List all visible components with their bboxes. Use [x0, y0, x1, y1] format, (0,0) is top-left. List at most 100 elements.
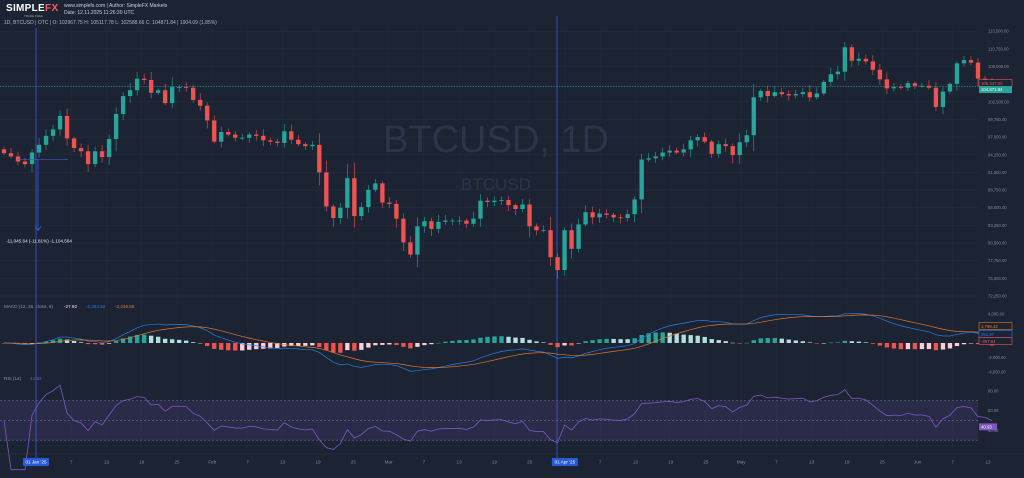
candle-body [450, 220, 455, 222]
macd-hist-value: -2,236.59 [115, 304, 135, 309]
watermark-symbol-small: BTCUSD [461, 175, 531, 194]
candle-body [758, 90, 763, 98]
rsi-current-tag [979, 423, 997, 431]
time-tick-label: 7 [423, 460, 426, 465]
time-marker-tag [551, 458, 578, 466]
candle-body [338, 207, 343, 219]
macd-histogram-bar [99, 343, 105, 345]
price-tick-label: 91,500.00 [988, 170, 1007, 175]
macd-histogram-bar [43, 341, 49, 343]
candle-body [36, 144, 42, 153]
candle-body [583, 212, 588, 225]
candle-body [289, 131, 294, 140]
price-tick-label: 72,250.00 [988, 294, 1007, 299]
time-tick-label: 01 Jan '25 [25, 460, 47, 465]
candle-body [968, 60, 974, 63]
candle-body [688, 140, 693, 150]
macd-histogram-bar [975, 343, 981, 345]
macd-histogram-bar [758, 338, 763, 343]
time-tick-label: 7 [599, 460, 602, 465]
time-tick-label: 25 [527, 460, 533, 465]
macd-histogram-bar [324, 343, 329, 351]
candle-body [506, 200, 511, 206]
macd-histogram-bar [29, 343, 35, 344]
candle-body [723, 144, 728, 147]
time-tick-label: 13 [809, 460, 815, 465]
candle-body [50, 129, 56, 136]
rsi-tick-label: 60.00 [988, 408, 999, 413]
candle-body [422, 221, 427, 227]
macd-histogram-bar [338, 343, 343, 353]
candle-body [695, 137, 700, 141]
time-tick-label: 19 [668, 460, 674, 465]
macd-histogram-bar [408, 343, 413, 349]
candle-body [856, 58, 862, 61]
candle-body [639, 159, 644, 200]
macd-histogram-bar [772, 338, 777, 343]
macd-histogram-bar [261, 343, 266, 349]
candle-body [653, 156, 658, 159]
rsi-line [3, 384, 993, 471]
macd-histogram-bar [198, 343, 203, 344]
price-tick-label: 94,250.00 [988, 152, 1007, 157]
price-tick-label: 108,000.00 [988, 64, 1010, 69]
time-tick-label: 19 [316, 460, 322, 465]
macd-histogram-bar [814, 343, 819, 344]
macd-histogram-bar [681, 334, 686, 343]
macd-histogram-bar [212, 343, 217, 349]
macd-histogram-bar [653, 332, 658, 343]
candle-body [78, 148, 84, 152]
candle-body [716, 144, 721, 154]
candle-body [415, 226, 420, 255]
macd-histogram-bar [303, 343, 308, 346]
macd-histogram-bar [506, 336, 511, 343]
macd-histogram-bar [933, 343, 939, 351]
macd-histogram-bar [828, 342, 834, 344]
macd-histogram-bar [429, 343, 434, 345]
price-tick-label: 99,750.00 [988, 117, 1007, 122]
candle-body [933, 87, 939, 107]
macd-histogram-bar [317, 343, 322, 348]
candle-body [793, 94, 798, 96]
logo-tagline: TRADE FREE [24, 14, 44, 18]
macd-histogram-bar [92, 343, 98, 345]
macd-price-label: -357.64 [981, 339, 996, 344]
candle-body [807, 92, 812, 98]
macd-histogram-bar [940, 343, 946, 350]
macd-histogram-bar [71, 341, 77, 343]
candle-body [681, 149, 686, 153]
candle-body [702, 137, 707, 142]
candle-body [534, 226, 539, 231]
candle-body [765, 90, 770, 97]
candle-body [464, 220, 469, 224]
macd-histogram-bar [737, 343, 742, 344]
candle-body [134, 78, 140, 91]
macd-histogram-bar [716, 340, 721, 343]
macd-histogram-bar [64, 339, 70, 343]
macd-histogram-bar [730, 342, 735, 344]
header-site: www.simplefx.com | Author: SimpleFX Mark… [64, 3, 168, 9]
candle-body [443, 220, 448, 222]
macd-histogram-bar [50, 340, 56, 343]
macd-histogram-bar [793, 340, 798, 343]
candle-body [926, 85, 932, 88]
candle-body [29, 152, 35, 165]
candle-body [373, 183, 378, 190]
macd-histogram-bar [331, 343, 336, 353]
macd-histogram-bar [947, 343, 953, 349]
candle-body [674, 150, 679, 153]
macd-histogram-bar [660, 332, 665, 343]
price-tick-label: 77,750.00 [988, 258, 1007, 263]
macd-histogram-bar [415, 343, 420, 347]
candle-body [296, 139, 301, 145]
macd-histogram-bar [499, 336, 504, 343]
candle-body [233, 134, 238, 138]
candle-body [345, 178, 350, 208]
macd-histogram-bar [926, 343, 932, 350]
candle-body [499, 200, 504, 201]
candle-body [961, 60, 967, 64]
macd-histogram-bar [800, 341, 805, 343]
macd-histogram-bar [57, 338, 63, 343]
